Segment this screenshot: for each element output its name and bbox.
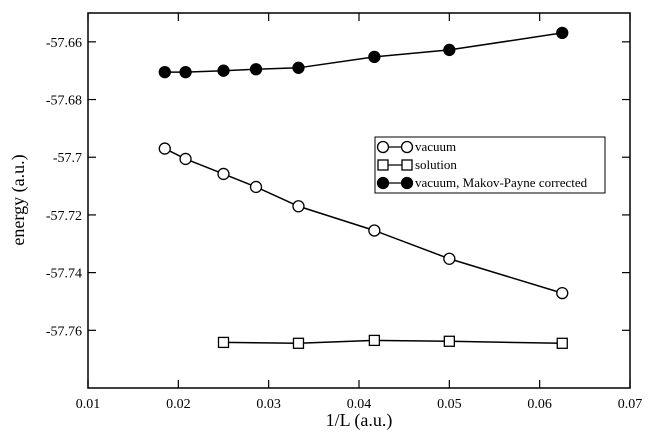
data-point: [556, 26, 569, 40]
legend-label: vacuum: [415, 139, 456, 154]
data-point: [179, 152, 192, 166]
series-line: [164, 32, 563, 73]
data-point: [443, 252, 456, 265]
data-point: [292, 337, 305, 349]
x-tick-label: 0.03: [256, 397, 281, 412]
data-point: [158, 65, 171, 79]
y-tick-label: -57.76: [46, 324, 82, 339]
y-tick-label: -57.74: [46, 267, 82, 282]
legend-marker: [376, 140, 390, 154]
data-point: [249, 180, 263, 194]
data-point: [217, 64, 230, 77]
x-tick-label: 0.06: [527, 397, 552, 412]
data-point: [443, 335, 455, 347]
data-point: [249, 63, 263, 76]
legend-label: solution: [415, 157, 457, 172]
series-line: [223, 339, 563, 345]
data-point: [556, 286, 569, 300]
data-point: [443, 43, 456, 57]
x-tick-label: 0.07: [618, 397, 643, 412]
legend-marker: [400, 176, 414, 190]
y-tick-label: -57.72: [46, 209, 82, 224]
x-tick-label: 0.05: [437, 397, 462, 412]
x-tick-label: 0.04: [347, 397, 372, 412]
data-point: [217, 167, 230, 181]
legend-marker: [400, 140, 414, 154]
data-point: [556, 337, 568, 349]
series-line: [164, 147, 563, 294]
data-point: [179, 65, 192, 79]
legend-marker: [401, 159, 413, 171]
legend-marker: [376, 176, 390, 190]
data-point: [292, 200, 305, 213]
data-point: [368, 224, 381, 237]
data-point: [292, 61, 305, 74]
y-tick-label: -57.66: [46, 36, 82, 51]
data-point: [217, 336, 230, 349]
x-axis-title: 1/L (a.u.): [326, 410, 393, 431]
x-tick-label: 0.02: [166, 397, 191, 412]
y-axis-title: energy (a.u.): [8, 154, 29, 245]
y-tick-label: -57.7: [53, 151, 82, 166]
data-point: [368, 334, 381, 347]
data-point: [368, 50, 381, 63]
legend-marker: [377, 159, 389, 171]
legend-box: [374, 136, 606, 194]
data-point: [158, 142, 171, 155]
x-tick-label: 0.01: [76, 397, 101, 412]
legend-label: vacuum, Makov-Payne corrected: [415, 175, 588, 190]
y-tick-label: -57.68: [46, 94, 82, 109]
